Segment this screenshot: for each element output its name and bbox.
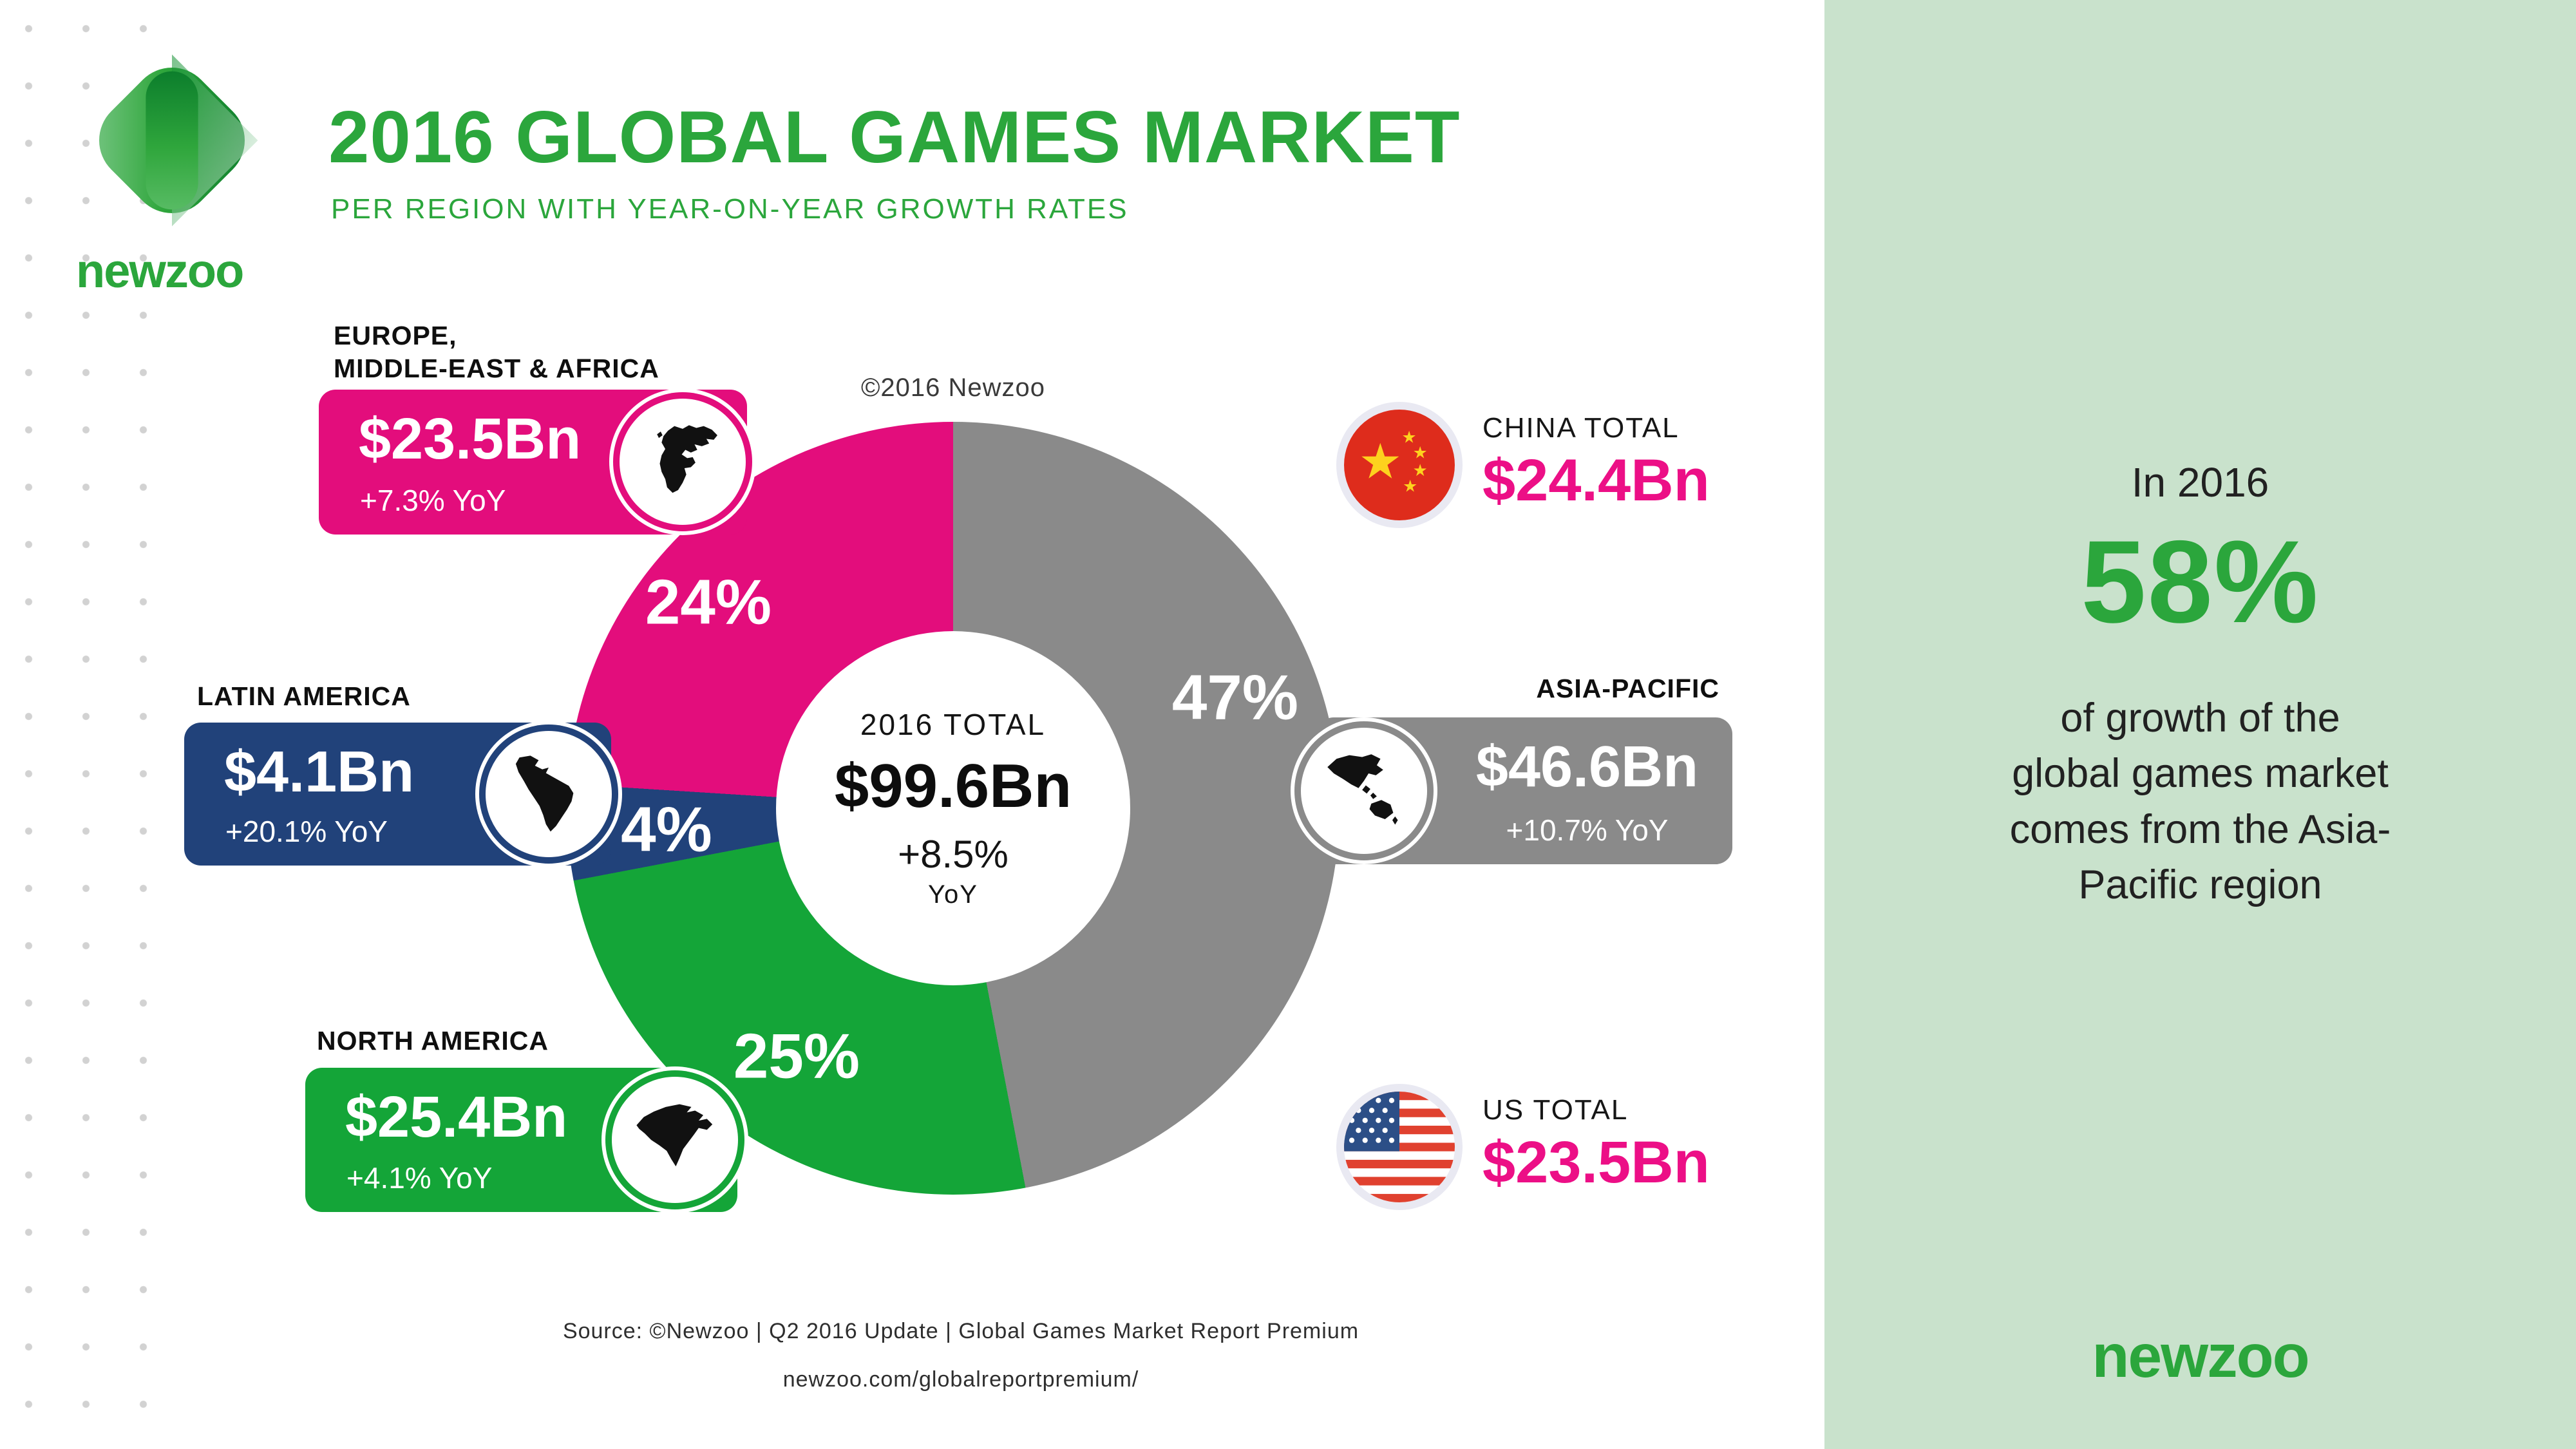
region-label-emea-line2: MIDDLE-EAST & AFRICA <box>334 353 659 383</box>
newzoo-logo-icon <box>99 54 258 227</box>
donut-center-yoy: YoY <box>928 880 978 909</box>
source-line1: Source: ©Newzoo | Q2 2016 Update | Globa… <box>562 1319 1359 1343</box>
region-label-asia-pacific: ASIA-PACIFIC <box>1536 674 1719 703</box>
panel-description-line1: of growth of the <box>2060 696 2340 741</box>
panel-description-line2: global games market <box>2012 751 2389 797</box>
panel-description-line4: Pacific region <box>2078 862 2322 907</box>
panel-intro: In 2016 <box>2131 459 2269 506</box>
panel-description-line3: comes from the Asia- <box>2009 806 2391 852</box>
page-title: 2016 GLOBAL GAMES MARKET <box>328 97 1461 178</box>
region-revenue-asia-pacific: $46.6Bn <box>1475 735 1699 799</box>
donut-center-label: 2016 TOTAL <box>860 708 1046 741</box>
newzoo-wordmark: newzoo <box>76 244 244 298</box>
chart-copyright: ©2016 Newzoo <box>860 374 1046 402</box>
source-note: Source: ©Newzoo | Q2 2016 Update | Globa… <box>446 1319 1476 1392</box>
region-card-emea: $23.5Bn +7.3% YoY <box>319 390 747 535</box>
region-label-latin-america: LATIN AMERICA <box>197 681 411 711</box>
region-revenue-emea: $23.5Bn <box>359 407 582 471</box>
donut-center-value: $99.6Bn <box>834 752 1072 820</box>
svg-text:★: ★ <box>1403 477 1417 496</box>
region-yoy-asia-pacific: +10.7% YoY <box>1506 813 1669 847</box>
china-total-value: $24.4Bn <box>1482 448 1710 513</box>
asia-pacific-highlight-panel: In 2016 58% of growth of the global game… <box>1824 0 2576 1449</box>
source-line2: newzoo.com/globalreportpremium/ <box>782 1367 1139 1392</box>
region-label-emea-line1: EUROPE, <box>334 321 457 350</box>
donut-center: 2016 TOTAL $99.6Bn +8.5% YoY <box>776 631 1130 985</box>
emea-map-badge <box>620 399 746 525</box>
slice-label-asia-pacific: 47% <box>1171 661 1299 733</box>
region-card-latin-america: $4.1Bn +20.1% YoY <box>184 723 612 866</box>
dot-grid-pattern <box>0 0 171 1449</box>
asia-pacific-map-badge <box>1301 728 1427 854</box>
us-flag-icon <box>1344 1092 1455 1202</box>
region-card-asia-pacific: $46.6Bn +10.7% YoY <box>1301 717 1732 864</box>
donut-chart: 2016 TOTAL $99.6Bn +8.5% YoY <box>567 422 1340 1195</box>
latin-america-map-icon <box>515 755 574 832</box>
donut-center-growth: +8.5% <box>898 833 1009 876</box>
panel-description: of growth of the global games market com… <box>1824 690 2576 913</box>
slice-label-emea: 24% <box>645 566 772 638</box>
north-america-map-icon <box>636 1104 713 1167</box>
region-yoy-latin-america: +20.1% YoY <box>225 815 388 848</box>
us-total-value: $23.5Bn <box>1482 1130 1710 1195</box>
latin-america-map-badge <box>486 731 612 857</box>
svg-text:★: ★ <box>1413 461 1428 480</box>
region-revenue-latin-america: $4.1Bn <box>224 740 415 804</box>
north-america-map-badge <box>612 1077 738 1203</box>
region-label-emea: EUROPE, MIDDLE-EAST & AFRICA <box>334 319 659 385</box>
emea-map-icon <box>657 425 717 493</box>
region-yoy-emea: +7.3% YoY <box>360 484 506 517</box>
asia-pacific-map-icon <box>1327 754 1398 825</box>
region-card-north-america: $25.4Bn +4.1% YoY <box>305 1068 738 1212</box>
svg-text:★: ★ <box>1413 444 1428 463</box>
panel-stat: 58% <box>2081 516 2320 647</box>
china-flag-icon: ★ ★ ★ ★ ★ <box>1344 410 1455 520</box>
slice-label-north-america: 25% <box>733 1020 860 1092</box>
svg-text:★: ★ <box>1401 428 1416 448</box>
slice-label-latin-america: 4% <box>621 793 712 865</box>
us-total-label: US TOTAL <box>1482 1094 1629 1126</box>
region-revenue-north-america: $25.4Bn <box>345 1085 568 1150</box>
panel-newzoo-wordmark: newzoo <box>2092 1322 2309 1390</box>
page-subtitle: PER REGION WITH YEAR-ON-YEAR GROWTH RATE… <box>331 193 1129 225</box>
region-yoy-north-america: +4.1% YoY <box>346 1161 493 1195</box>
svg-text:★: ★ <box>1358 433 1402 490</box>
region-label-north-america: NORTH AMERICA <box>317 1026 549 1056</box>
china-total-label: CHINA TOTAL <box>1482 412 1680 444</box>
